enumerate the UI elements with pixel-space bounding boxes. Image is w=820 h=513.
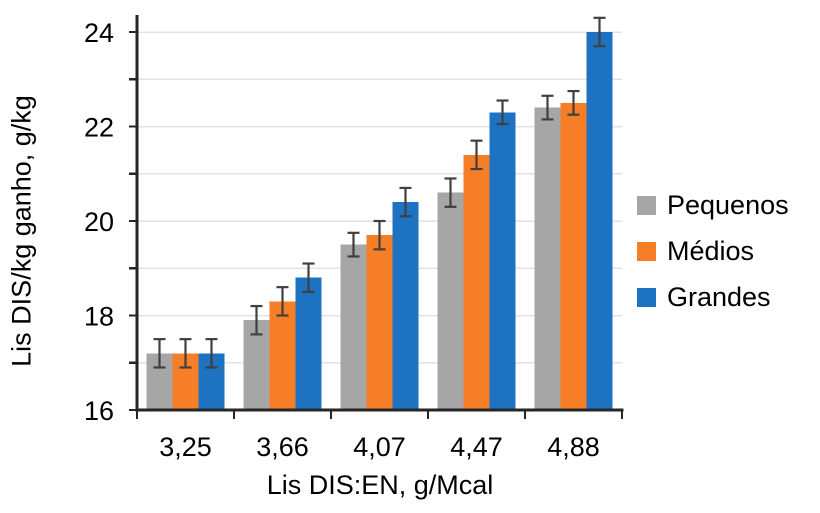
x-tick-label: 4,47 (450, 432, 503, 462)
legend: Pequenos Médios Grandes (637, 190, 789, 313)
bar-grandes-4 (586, 32, 613, 410)
bar-grandes-3 (489, 112, 516, 410)
legend-item-medios: Médios (637, 236, 789, 267)
bar-grandes-1 (295, 277, 322, 410)
legend-swatch-medios (637, 242, 656, 261)
legend-label: Médios (667, 236, 755, 266)
y-tick-label: 24 (84, 18, 114, 48)
bar-medios-3 (463, 154, 490, 410)
y-tick-label: 18 (84, 302, 114, 332)
x-tick-label: 3,25 (159, 432, 212, 462)
legend-item-grandes: Grandes (637, 282, 789, 313)
x-tick-label: 3,66 (256, 432, 309, 462)
bar-medios-4 (560, 102, 587, 410)
y-tick-label: 22 (84, 113, 114, 143)
legend-label: Pequenos (667, 190, 789, 220)
x-axis-title: Lis DIS:EN, g/Mcal (266, 470, 494, 500)
bar-medios-2 (366, 235, 393, 410)
bar-pequenos-4 (534, 107, 561, 410)
legend-swatch-grandes (637, 288, 656, 307)
y-tick-label: 16 (84, 396, 114, 426)
bar-medios-1 (269, 301, 296, 410)
x-tick-label: 4,07 (353, 432, 406, 462)
bar-pequenos-3 (437, 192, 464, 410)
legend-item-pequenos: Pequenos (637, 190, 789, 221)
bar-grandes-2 (392, 202, 419, 410)
legend-swatch-pequenos (637, 196, 656, 215)
legend-label: Grandes (667, 282, 771, 312)
y-axis-title: Lis DIS/kg ganho, g/kg (6, 95, 37, 367)
bar-pequenos-2 (340, 244, 367, 410)
y-tick-label: 20 (84, 207, 114, 237)
x-tick-label: 4,88 (547, 432, 600, 462)
